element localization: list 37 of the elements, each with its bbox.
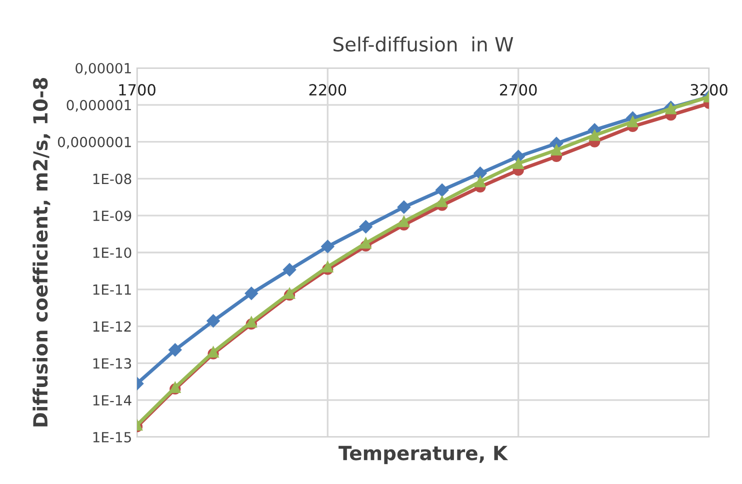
- y-tick-label: 1E-10: [93, 247, 132, 258]
- point: [435, 184, 449, 197]
- point: [359, 220, 372, 234]
- point: [206, 314, 220, 328]
- point: [282, 263, 296, 276]
- point: [436, 196, 448, 208]
- point: [474, 166, 487, 180]
- point: [322, 261, 334, 272]
- x-tick-label: 3200: [690, 84, 728, 96]
- y-tick-label: 0,00001: [76, 62, 131, 75]
- y-tick-label: 1E-08: [93, 174, 132, 184]
- point: [550, 144, 562, 156]
- point: [589, 130, 600, 141]
- x-tick-label: 2200: [309, 84, 346, 96]
- y-tick-label: 1E-15: [93, 432, 131, 442]
- point: [360, 238, 372, 249]
- y-tick-label: 1E-13: [93, 358, 132, 369]
- point: [474, 176, 486, 188]
- y-tick-label: 1E-11: [93, 284, 131, 295]
- y-tick-label: 1E-14: [93, 395, 132, 406]
- y-axis-title: Diffusion coefficient, m2/s, 10-8: [32, 78, 50, 426]
- point: [244, 286, 258, 300]
- point: [168, 343, 182, 356]
- point: [512, 158, 524, 169]
- y-tick-label: 0,0000001: [58, 136, 131, 149]
- y-tick-label: 0,000001: [66, 100, 131, 112]
- x-tick-label: 2700: [500, 84, 537, 96]
- y-tick-label: 1E-09: [93, 210, 132, 222]
- y-tick-label: 1E-12: [93, 321, 131, 332]
- x-axis-title: Temperature, K: [338, 446, 508, 464]
- x-tick-label: 1700: [119, 84, 156, 96]
- point: [321, 240, 334, 254]
- point: [397, 200, 411, 214]
- point: [398, 216, 410, 228]
- point: [665, 103, 676, 114]
- chart-title: Self-diffusion in W: [334, 36, 514, 52]
- point: [627, 116, 638, 128]
